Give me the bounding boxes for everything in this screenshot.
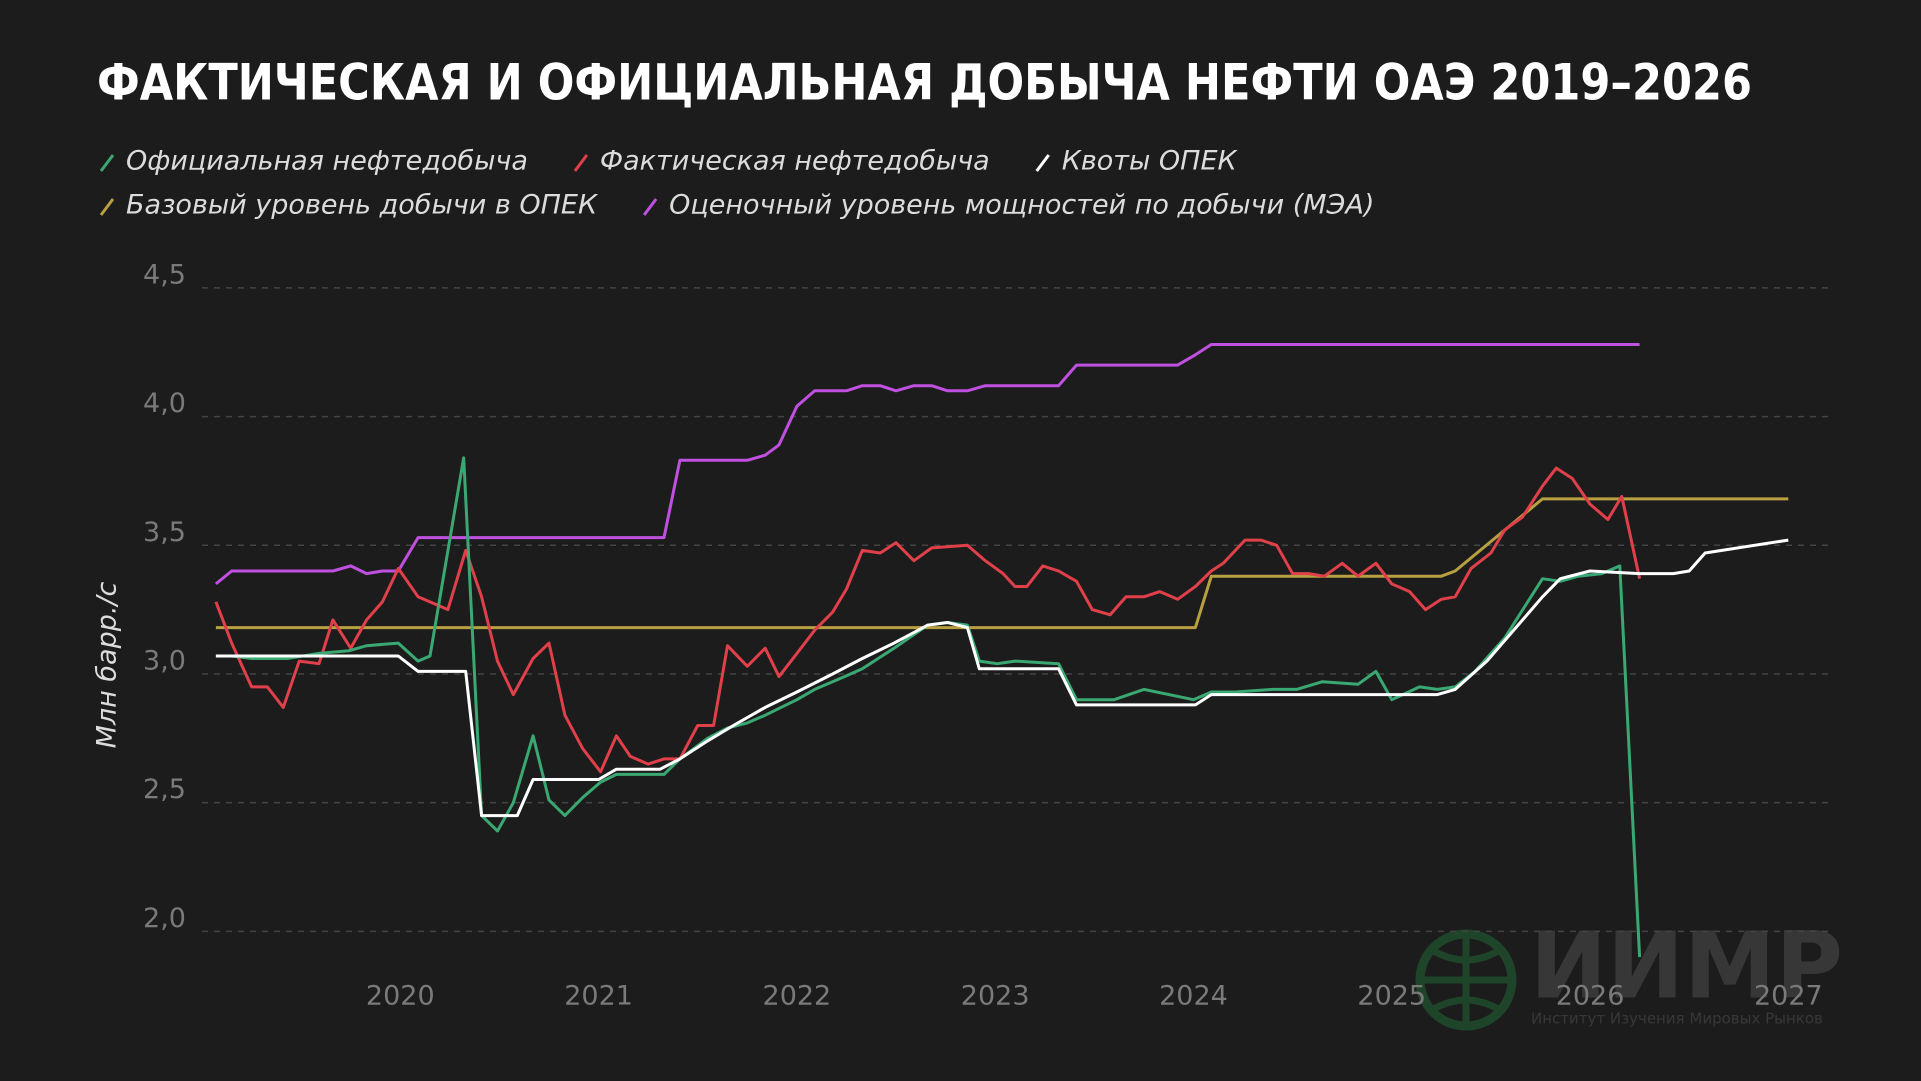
logo-globe-lines <box>1420 934 1512 1026</box>
logo-text: ИИМР <box>1530 912 1843 1019</box>
y-tick-label: 2,0 <box>143 903 186 934</box>
legend-marker <box>99 154 115 172</box>
logo-subtitle: Институт Изучения Мировых Рынков <box>1531 1010 1823 1028</box>
series-line <box>215 497 1789 630</box>
legend-text: Базовый уровень добычи в ОПЕК <box>126 190 599 221</box>
legend-marker <box>573 154 589 172</box>
series-line <box>215 538 1789 818</box>
x-tick-label: 2024 <box>1159 981 1228 1012</box>
legend-text: Фактическая нефтедобыча <box>600 146 990 177</box>
legend-marker <box>1035 154 1050 172</box>
legend-item: Оценочный уровень мощностей по добычи (М… <box>642 190 1374 221</box>
series-line <box>215 456 1642 958</box>
legend-text: Официальная нефтедобыча <box>126 146 528 177</box>
legend-text: Оценочный уровень мощностей по добычи (М… <box>669 190 1374 221</box>
series-line <box>214 343 1640 586</box>
series-line <box>214 466 1642 774</box>
y-tick-label: 4,0 <box>143 388 186 419</box>
x-tick-label: 2025 <box>1357 981 1426 1012</box>
x-tick-label: 2021 <box>564 981 633 1012</box>
y-tick-label: 3,5 <box>143 517 186 548</box>
legend-item: Официальная нефтедобыча <box>99 146 528 177</box>
y-tick-label: 3,0 <box>143 645 186 676</box>
legend-text: Квоты ОПЕК <box>1062 146 1239 177</box>
y-tick-label: 2,5 <box>143 774 186 805</box>
x-tick-label: 2020 <box>366 981 435 1012</box>
legend-marker <box>99 198 115 216</box>
x-tick-label: 2026 <box>1556 981 1625 1012</box>
x-tick-label: 2022 <box>763 981 832 1012</box>
chart-title: ФАКТИЧЕСКАЯ И ОФИЦИАЛЬНАЯ ДОБЫЧА НЕФТИ О… <box>97 54 1752 112</box>
legend-item: Квоты ОПЕК <box>1035 146 1239 177</box>
y-axis-label: Млн барр./с <box>92 581 123 748</box>
y-tick-label: 4,5 <box>143 259 186 290</box>
legend-marker <box>642 198 658 216</box>
logo: ИИМР Институт Изучения Мировых Рынков <box>1415 912 1843 1031</box>
x-tick-label: 2027 <box>1754 981 1823 1012</box>
legend-item: Базовый уровень добычи в ОПЕК <box>99 190 599 221</box>
x-tick-label: 2023 <box>961 981 1030 1012</box>
legend-item: Фактическая нефтедобыча <box>573 146 990 177</box>
